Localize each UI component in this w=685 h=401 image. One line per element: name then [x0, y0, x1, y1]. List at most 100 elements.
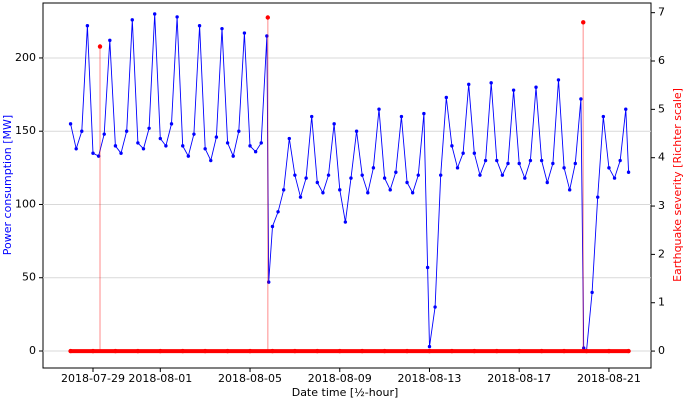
data-point — [242, 31, 247, 35]
data-point — [231, 154, 235, 158]
y2-tick-label: 4 — [658, 151, 665, 164]
data-point — [582, 346, 586, 350]
data-point — [102, 132, 106, 136]
data-point — [267, 280, 271, 284]
data-point — [472, 151, 477, 155]
data-point — [152, 12, 157, 16]
y2-tick-label: 6 — [658, 54, 665, 67]
data-point — [304, 176, 308, 180]
data-point — [626, 170, 631, 174]
data-point — [113, 144, 118, 148]
data-point — [528, 158, 533, 163]
data-point — [624, 107, 628, 111]
data-point — [427, 344, 432, 349]
data-point — [556, 78, 561, 82]
event-point — [626, 348, 631, 354]
event-point — [517, 348, 522, 354]
data-point — [338, 188, 342, 192]
data-point — [439, 173, 443, 177]
series-line — [70, 13, 630, 353]
y2-tick-label: 1 — [658, 296, 665, 309]
data-point — [259, 141, 263, 145]
data-point — [607, 166, 611, 170]
y-tick-label: 50 — [22, 271, 36, 284]
data-point — [119, 151, 123, 155]
event-point — [494, 348, 499, 354]
data-point — [91, 151, 95, 155]
data-point — [164, 144, 168, 148]
data-point — [248, 144, 252, 148]
event-point — [584, 348, 589, 354]
data-point — [478, 173, 482, 177]
data-point — [225, 141, 230, 145]
data-point — [467, 82, 471, 87]
y-tick-label: 200 — [15, 51, 36, 64]
data-point — [394, 170, 398, 174]
data-point — [136, 141, 140, 145]
data-point — [461, 151, 465, 155]
event-point — [427, 348, 432, 354]
data-point — [377, 107, 381, 111]
data-point — [253, 150, 258, 154]
data-point — [298, 195, 303, 199]
event-point — [113, 348, 118, 354]
x-axis-label: Date time [½-hour] — [292, 386, 399, 399]
data-point — [405, 180, 409, 185]
data-point — [209, 158, 213, 163]
data-point — [534, 85, 538, 89]
data-point — [181, 144, 185, 148]
data-point — [197, 24, 202, 28]
event-point — [97, 44, 103, 49]
data-point — [596, 195, 600, 199]
data-point — [416, 173, 420, 177]
y2-tick-label: 3 — [658, 199, 665, 212]
data-point — [573, 161, 577, 166]
event-point — [382, 348, 387, 354]
event-point — [539, 348, 544, 354]
data-point — [422, 111, 426, 116]
data-point — [68, 122, 73, 126]
data-point — [371, 166, 376, 170]
data-point — [399, 114, 404, 119]
data-point — [74, 147, 78, 151]
data-point — [354, 129, 359, 133]
event-point — [135, 348, 141, 354]
data-point — [425, 265, 430, 270]
data-point — [450, 144, 454, 148]
x-tick-label: 2018-07-29 — [61, 372, 125, 385]
event-point — [561, 348, 567, 354]
data-point — [175, 15, 179, 19]
data-point — [158, 136, 163, 141]
data-point — [276, 210, 280, 214]
data-point — [590, 290, 594, 295]
data-point — [265, 34, 269, 38]
x-tick-label: 2018-08-21 — [577, 372, 641, 385]
event-point — [247, 348, 253, 354]
event-point — [472, 348, 477, 354]
data-point — [433, 305, 437, 309]
data-point — [220, 26, 224, 31]
data-point — [551, 161, 555, 166]
event-point — [68, 348, 73, 354]
data-point — [147, 126, 151, 130]
data-point — [444, 95, 449, 100]
data-point — [567, 188, 572, 192]
event-point — [449, 348, 455, 354]
data-point — [315, 180, 320, 185]
event-point — [292, 348, 298, 354]
event-point — [337, 348, 342, 354]
x-tick-label: 2018-08-01 — [128, 372, 192, 385]
data-point — [310, 114, 314, 119]
x-tick-label: 2018-08-05 — [218, 372, 282, 385]
data-point — [321, 191, 325, 195]
data-point — [141, 147, 146, 151]
event-point — [180, 348, 185, 354]
event-point — [315, 348, 320, 354]
data-point — [506, 161, 510, 166]
y2-tick-label: 7 — [658, 6, 665, 19]
data-point — [545, 180, 549, 185]
event-point — [202, 348, 208, 354]
data-point — [562, 166, 566, 170]
event-point — [158, 348, 163, 354]
y2-axis-label: Earthquake severity [Richter scale] — [671, 88, 684, 282]
